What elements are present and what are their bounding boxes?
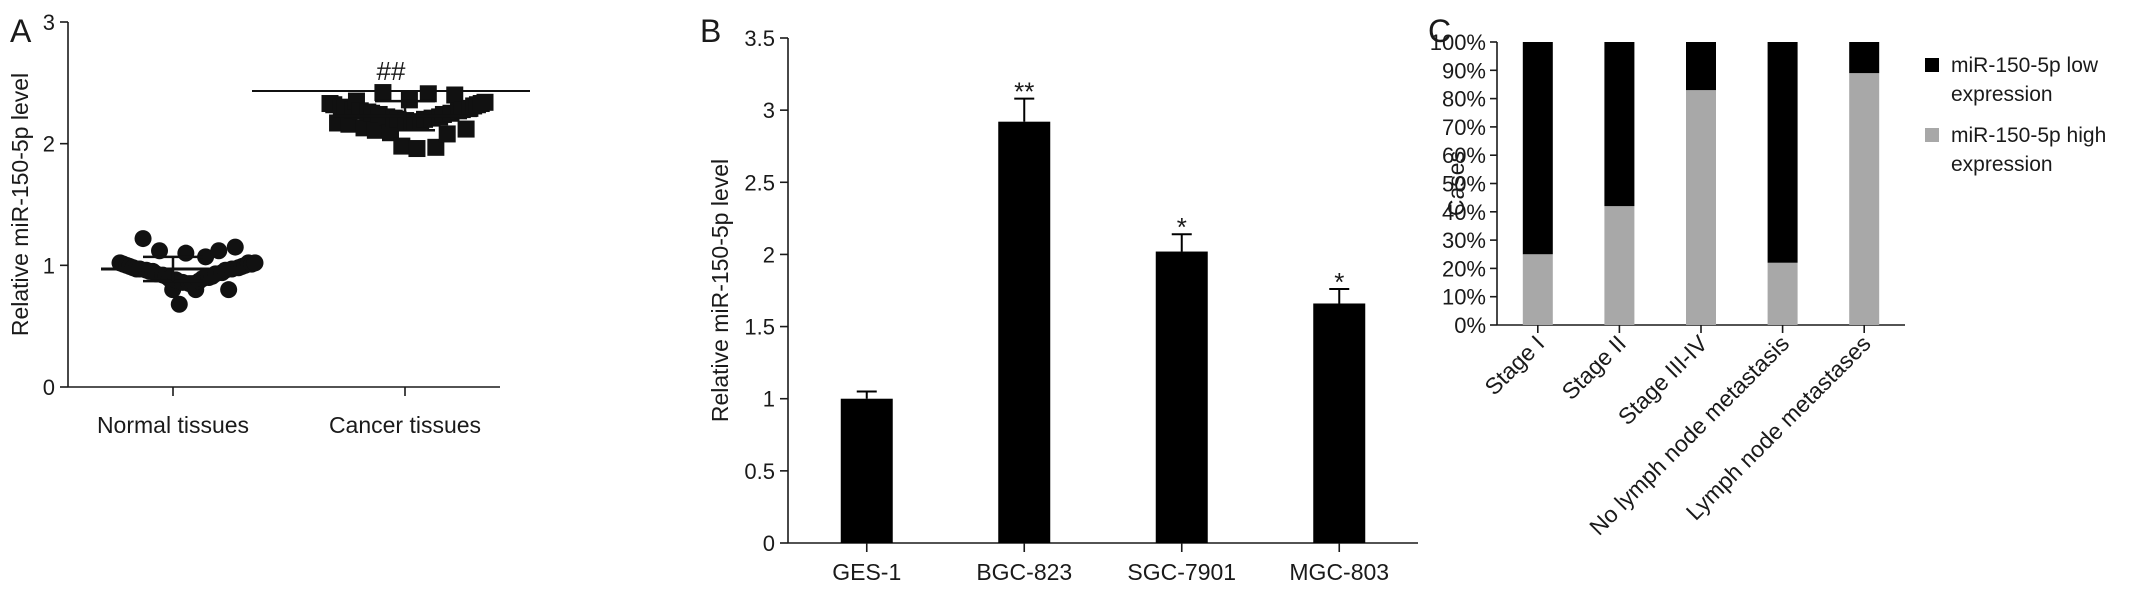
y-tick-label-c: 0% (1454, 313, 1486, 338)
y-tick-label-c: 70% (1442, 115, 1486, 140)
legend-swatch-low (1925, 58, 1939, 72)
bar-segment-low (1604, 42, 1635, 207)
data-point-cancer (408, 140, 426, 158)
y-tick-label-b: 1 (763, 387, 775, 412)
legend-label: expression (1951, 83, 2053, 106)
y-tick-label-b: 2 (763, 242, 775, 267)
data-point-cancer (446, 86, 464, 104)
y-tick-label-c: 30% (1442, 228, 1486, 253)
y-tick-label-c: 80% (1442, 87, 1486, 112)
y-tick-label-b: 3 (763, 98, 775, 123)
legend-label: expression (1951, 153, 2053, 176)
bar-segment-high (1522, 254, 1553, 325)
bar-segment-high (1686, 90, 1716, 325)
data-point-cancer (438, 125, 456, 143)
x-category-label-b: MGC-803 (1289, 559, 1389, 585)
y-tick-label-c: 20% (1442, 256, 1486, 281)
y-tick-label-c: 40% (1442, 200, 1486, 225)
bar (998, 121, 1051, 543)
y-tick-label-c: 100% (1430, 30, 1486, 55)
bar-segment-low (1849, 42, 1880, 74)
y-tick-label-b: 2.5 (744, 170, 775, 195)
x-category-label-b: BGC-823 (976, 559, 1072, 585)
y-tick-label-b: 1.5 (744, 315, 775, 340)
y-axis-title-b: Relative miR-150-5p level (707, 159, 733, 422)
significance-label: * (1334, 267, 1344, 297)
bar-segment-high (1849, 73, 1880, 325)
bar-segment-low (1522, 42, 1553, 255)
y-tick-label-a: 1 (43, 253, 55, 278)
data-point-cancer (457, 120, 475, 138)
data-point-cancer (374, 84, 392, 102)
data-point-normal (170, 295, 188, 313)
y-tick-label-b: 3.5 (744, 26, 775, 51)
data-point-cancer (419, 85, 437, 103)
data-point-normal (226, 238, 244, 256)
y-tick-label-a: 3 (43, 10, 55, 35)
bar-segment-low (1686, 42, 1716, 91)
legend-label: miR-150-5p low (1951, 54, 2099, 77)
x-category-label-b: GES-1 (832, 559, 901, 585)
y-tick-label-c: 10% (1442, 285, 1486, 310)
data-point-normal (210, 242, 228, 260)
data-point-cancer (340, 115, 358, 133)
data-point-cancer (476, 93, 494, 111)
panel-b: B 0 0.5 1 1.5 2 2.5 3 3.5 Relative miR-150-5p le… (700, 13, 1418, 585)
y-tick-label-b: 0.5 (744, 459, 775, 484)
panel-a-letter: A (10, 13, 32, 49)
data-point-normal (177, 244, 195, 262)
x-category-label-a: Cancer tissues (329, 412, 481, 438)
x-category-label-c: Stage II (1556, 330, 1630, 404)
data-point-cancer (381, 124, 399, 142)
significance-label: * (1177, 212, 1187, 242)
x-category-label-a: Normal tissues (97, 412, 249, 438)
data-point-normal (197, 248, 215, 266)
y-axis-title-c: Cases (1443, 151, 1469, 216)
panel-c: C 0% 10% 20% 30% 40% 50% 60% 70% 80% 90% 100% Cases… (1428, 13, 2106, 540)
panel-b-letter: B (700, 13, 721, 49)
data-point-cancer (427, 138, 445, 156)
data-point-normal (134, 230, 152, 248)
y-tick-label-c: 90% (1442, 58, 1486, 83)
data-point-normal (151, 242, 169, 260)
y-tick-label-a: 0 (43, 375, 55, 400)
panel-c-letter: C (1428, 13, 1451, 49)
data-point-normal (220, 281, 238, 299)
y-tick-label-c: 60% (1442, 143, 1486, 168)
bar-segment-high (1767, 262, 1798, 325)
y-tick-label-a: 2 (43, 132, 55, 157)
bar (840, 398, 893, 543)
x-category-label-c: Stage I (1479, 330, 1549, 400)
data-point-normal (246, 254, 264, 272)
y-tick-label-b: 0 (763, 531, 775, 556)
significance-label: ** (1014, 77, 1034, 107)
legend-label: miR-150-5p high (1951, 124, 2106, 147)
significance-label: ## (377, 56, 406, 86)
legend-swatch-high (1925, 128, 1939, 142)
bar (1155, 251, 1208, 544)
y-tick-label-c: 50% (1442, 172, 1486, 197)
panel-a: A 0 1 2 3 Relative miR-150-5p level Normal ti… (7, 10, 530, 438)
y-axis-title-a: Relative miR-150-5p level (7, 73, 33, 336)
bar (1313, 303, 1366, 543)
data-point-cancer (393, 137, 411, 155)
x-category-label-b: SGC-7901 (1127, 559, 1236, 585)
bar-segment-low (1767, 42, 1798, 263)
bar-segment-high (1604, 206, 1635, 325)
